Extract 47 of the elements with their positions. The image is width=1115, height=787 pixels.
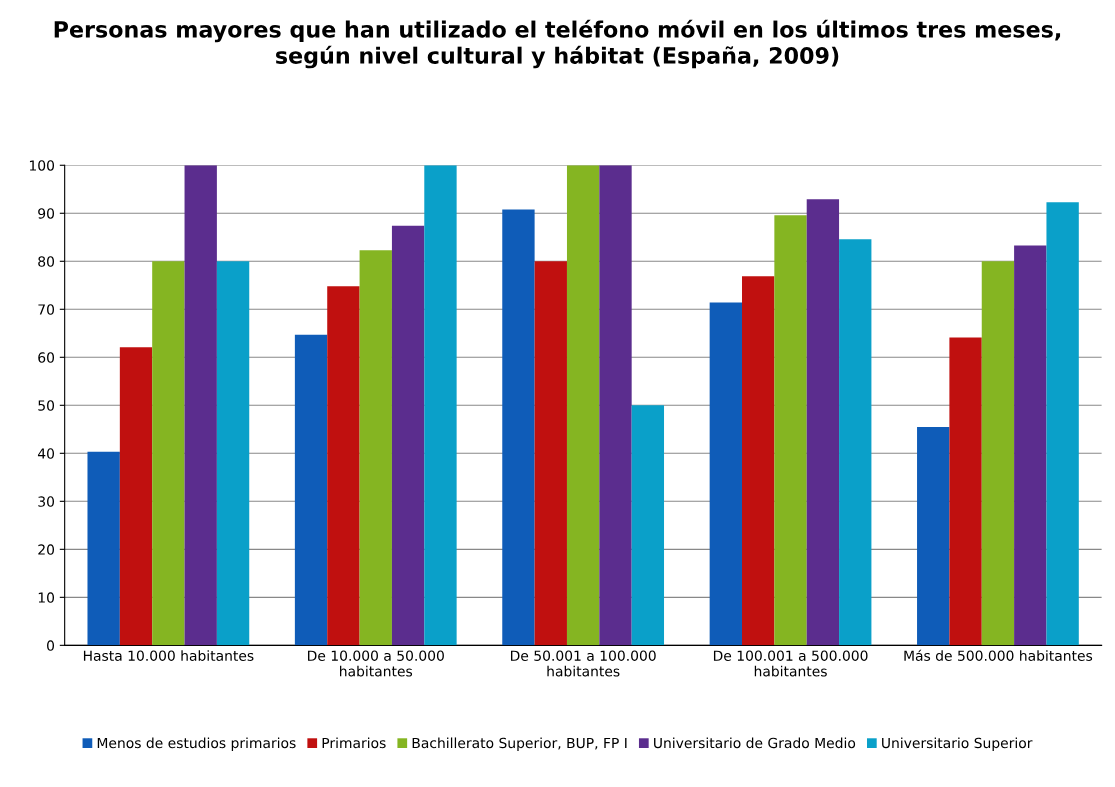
bar bbox=[566, 165, 600, 646]
y-tick-label: 60 bbox=[38, 352, 55, 363]
y-tick-label: 0 bbox=[47, 640, 55, 651]
bar bbox=[294, 334, 328, 646]
bar bbox=[631, 405, 665, 646]
bar bbox=[534, 261, 567, 646]
bar bbox=[184, 165, 217, 646]
bar bbox=[917, 426, 950, 646]
bar bbox=[774, 215, 807, 646]
y-tick-label: 70 bbox=[38, 304, 55, 315]
legend-label: Primarios bbox=[322, 737, 386, 749]
x-tick-label: De 10.000 a 50.000 habitantes bbox=[308, 650, 444, 677]
bar bbox=[599, 165, 632, 646]
bar bbox=[152, 261, 185, 646]
bar bbox=[742, 276, 775, 646]
legend-label: Universitario Superior bbox=[882, 737, 1033, 751]
bar bbox=[87, 451, 120, 646]
bar bbox=[216, 261, 250, 646]
y-tick-label: 100 bbox=[29, 160, 55, 171]
bar bbox=[1014, 245, 1047, 646]
y-tick-label: 30 bbox=[38, 496, 55, 507]
y-tick-label: 10 bbox=[38, 592, 55, 603]
bar bbox=[119, 347, 153, 646]
chart-title: Personas mayores que han utilizado el teléfono móvil en los últimos tres meses, según nivel cultural y hábitat (España, 2009) bbox=[54, 19, 1061, 69]
legend-label: Bachillerato Superior, BUP, FP I bbox=[412, 737, 627, 751]
bar bbox=[391, 225, 425, 646]
bar bbox=[709, 302, 743, 646]
bar bbox=[839, 239, 872, 646]
y-tick-label: 20 bbox=[38, 544, 55, 555]
x-tick-label: De 50.001 a 100.000 habitantes bbox=[510, 650, 656, 677]
x-tick-label: Hasta 10.000 habitantes bbox=[83, 650, 254, 661]
bar bbox=[327, 286, 360, 646]
x-tick-label: Más de 500.000 habitantes bbox=[904, 649, 1093, 661]
y-tick-label: 50 bbox=[38, 400, 55, 411]
bar bbox=[981, 261, 1015, 646]
y-tick-label: 80 bbox=[38, 256, 55, 267]
bar bbox=[359, 250, 392, 646]
bar bbox=[424, 165, 457, 646]
bar bbox=[806, 199, 840, 646]
bar bbox=[502, 209, 535, 646]
legend-label: Universitario de Grado Medio bbox=[654, 737, 856, 749]
bar bbox=[1046, 202, 1079, 646]
x-tick-label: De 100.001 a 500.000 habitantes bbox=[713, 650, 868, 677]
bar bbox=[949, 337, 982, 646]
y-tick-label: 40 bbox=[37, 448, 55, 459]
legend-label: Menos de estudios primarios bbox=[97, 737, 296, 751]
y-tick-label: 90 bbox=[38, 208, 55, 219]
